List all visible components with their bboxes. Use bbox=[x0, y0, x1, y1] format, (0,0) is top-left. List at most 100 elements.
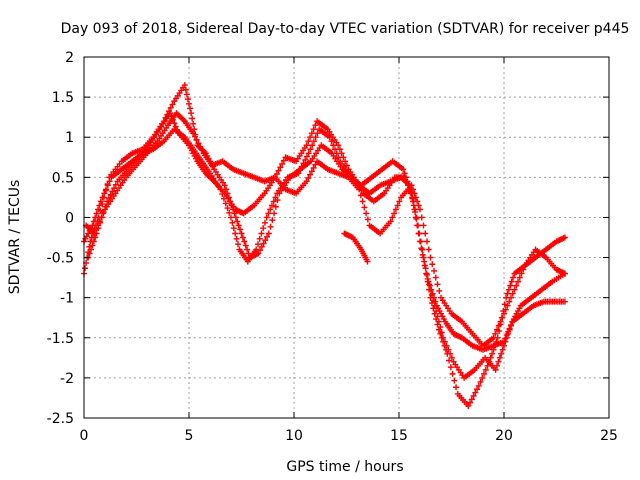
data-point bbox=[492, 366, 499, 373]
data-point bbox=[335, 142, 342, 149]
data-point bbox=[263, 214, 270, 221]
data-point bbox=[468, 396, 475, 403]
axis-ticks: 0 5 10 15 20 25 -2.5 -2 -1.5 -1 -0.5 0 0.5 1 1.5 2 bbox=[47, 50, 618, 444]
data-point bbox=[308, 168, 315, 175]
data-point bbox=[254, 241, 261, 248]
data-point bbox=[508, 278, 515, 285]
data-point bbox=[189, 115, 196, 122]
data-point bbox=[431, 267, 437, 274]
data-point bbox=[499, 346, 506, 353]
data-point bbox=[510, 274, 517, 281]
data-point bbox=[502, 338, 509, 345]
data-point bbox=[303, 178, 310, 185]
data-point bbox=[412, 209, 419, 216]
data-point bbox=[312, 122, 319, 129]
data-point bbox=[361, 204, 368, 211]
data-point bbox=[420, 222, 427, 229]
data-point bbox=[411, 190, 418, 197]
data-point bbox=[265, 210, 272, 217]
data-point bbox=[400, 166, 407, 173]
series-track-4 bbox=[83, 110, 568, 349]
data-point bbox=[244, 246, 251, 253]
data-point bbox=[101, 190, 108, 197]
data-point bbox=[99, 194, 106, 201]
data-point bbox=[505, 330, 512, 337]
data-point bbox=[222, 200, 229, 207]
y-tick-label: 0 bbox=[65, 210, 74, 226]
data-point bbox=[221, 182, 228, 189]
data-point bbox=[434, 281, 441, 288]
data-point bbox=[310, 126, 317, 133]
data-point bbox=[96, 218, 103, 225]
data-point bbox=[195, 140, 202, 147]
data-point bbox=[260, 240, 267, 247]
data-point bbox=[497, 318, 504, 325]
data-point bbox=[396, 198, 403, 205]
data-point bbox=[413, 215, 420, 222]
data-point bbox=[494, 326, 500, 333]
x-tick-label: 5 bbox=[185, 428, 194, 444]
data-point bbox=[190, 120, 197, 127]
data-point bbox=[389, 214, 396, 221]
data-point bbox=[267, 206, 274, 213]
data-point bbox=[470, 392, 477, 399]
data-point bbox=[504, 302, 511, 309]
data-point bbox=[499, 314, 506, 321]
data-point bbox=[267, 223, 274, 230]
data-point bbox=[434, 313, 441, 320]
data-point bbox=[561, 270, 568, 277]
data-point bbox=[408, 182, 415, 189]
data-point bbox=[224, 205, 231, 212]
data-point bbox=[475, 382, 482, 389]
data-point bbox=[443, 342, 450, 349]
y-axis-label: SDTVAR / TECUs bbox=[7, 180, 23, 295]
data-point bbox=[96, 202, 103, 209]
data-point bbox=[272, 203, 279, 210]
data-point bbox=[506, 298, 513, 305]
data-point bbox=[338, 150, 345, 157]
data-point bbox=[394, 202, 401, 209]
data-point bbox=[420, 254, 427, 261]
data-point bbox=[307, 134, 314, 141]
data-point bbox=[90, 238, 97, 245]
data-point bbox=[261, 219, 268, 226]
data-point bbox=[489, 350, 496, 357]
data-point bbox=[357, 192, 364, 199]
data-point bbox=[309, 142, 316, 149]
data-point bbox=[174, 126, 181, 133]
y-tick-label: -1 bbox=[60, 291, 74, 307]
data-point bbox=[279, 160, 286, 167]
data-point bbox=[93, 226, 100, 233]
series-track-2 bbox=[81, 126, 568, 353]
data-point bbox=[414, 198, 421, 205]
data-point bbox=[509, 290, 516, 297]
data-point bbox=[197, 143, 204, 150]
data-point bbox=[448, 354, 455, 361]
data-point bbox=[516, 274, 523, 281]
data-point bbox=[513, 282, 520, 289]
data-point bbox=[234, 218, 241, 225]
data-point bbox=[495, 322, 502, 329]
data-point bbox=[275, 167, 282, 174]
data-point bbox=[401, 170, 408, 177]
data-point bbox=[424, 275, 431, 282]
data-point bbox=[184, 96, 191, 103]
data-point bbox=[433, 308, 440, 315]
x-tick-label: 25 bbox=[600, 428, 618, 444]
data-point bbox=[269, 217, 276, 224]
data-point bbox=[226, 209, 233, 216]
data-point bbox=[298, 163, 305, 170]
data-point bbox=[89, 242, 96, 249]
data-point bbox=[520, 266, 527, 273]
data-point bbox=[465, 402, 472, 409]
data-point bbox=[453, 384, 460, 391]
data-point bbox=[363, 210, 370, 217]
data-point bbox=[336, 146, 343, 153]
data-point bbox=[268, 202, 275, 209]
data-point bbox=[501, 342, 507, 349]
y-tick-label: 1.5 bbox=[52, 90, 74, 106]
data-point bbox=[232, 230, 239, 237]
y-tick-label: -0.5 bbox=[47, 251, 74, 267]
data-point bbox=[481, 370, 488, 377]
data-point bbox=[95, 222, 101, 229]
